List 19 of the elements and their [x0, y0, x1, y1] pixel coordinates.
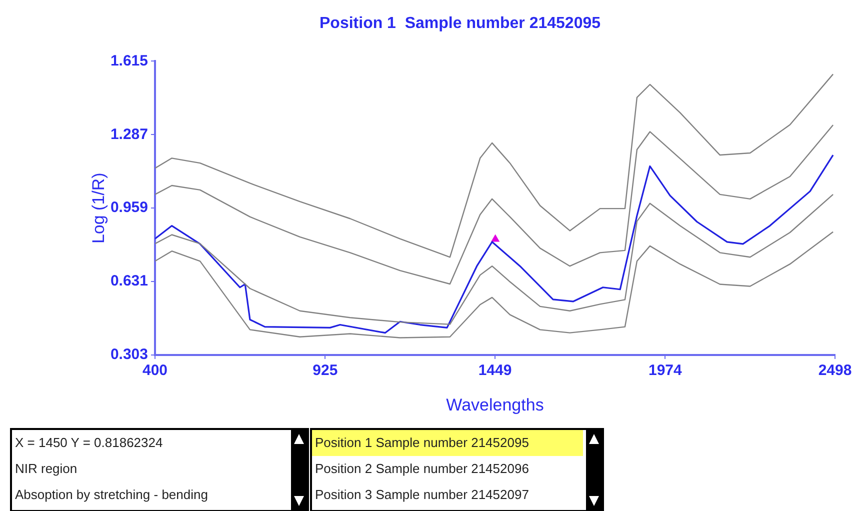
- text: NIR region: [14, 460, 78, 478]
- chart-title: Position 1 Sample number 21452095: [319, 15, 601, 32]
- text: X = 1450 Y = 0.81862324: [14, 434, 164, 452]
- y-tick-label: 0.959: [110, 199, 148, 216]
- text: Position 3 Sample number 21452097: [314, 486, 530, 504]
- y-tick-label: 0.303: [110, 346, 148, 364]
- text: Position 2 Sample number 21452096: [314, 460, 530, 478]
- x-tick-label: 2498: [818, 362, 852, 380]
- x-tick-label: 400: [142, 362, 168, 380]
- x-tick-label: 1449: [478, 362, 512, 380]
- y-tick-label: 1.615: [110, 52, 148, 70]
- text: Absoption by stretching - bending: [14, 486, 209, 504]
- x-tick-label: 925: [312, 362, 338, 380]
- y-axis-title: Log (1/R): [88, 172, 108, 244]
- y-tick-label: 0.631: [110, 272, 148, 290]
- text: Position 1 Sample number 21452095: [312, 430, 583, 456]
- y-tick-label: 1.287: [110, 126, 148, 143]
- x-tick-label: 1974: [648, 362, 682, 380]
- x-axis-title: Wavelengths: [446, 395, 544, 414]
